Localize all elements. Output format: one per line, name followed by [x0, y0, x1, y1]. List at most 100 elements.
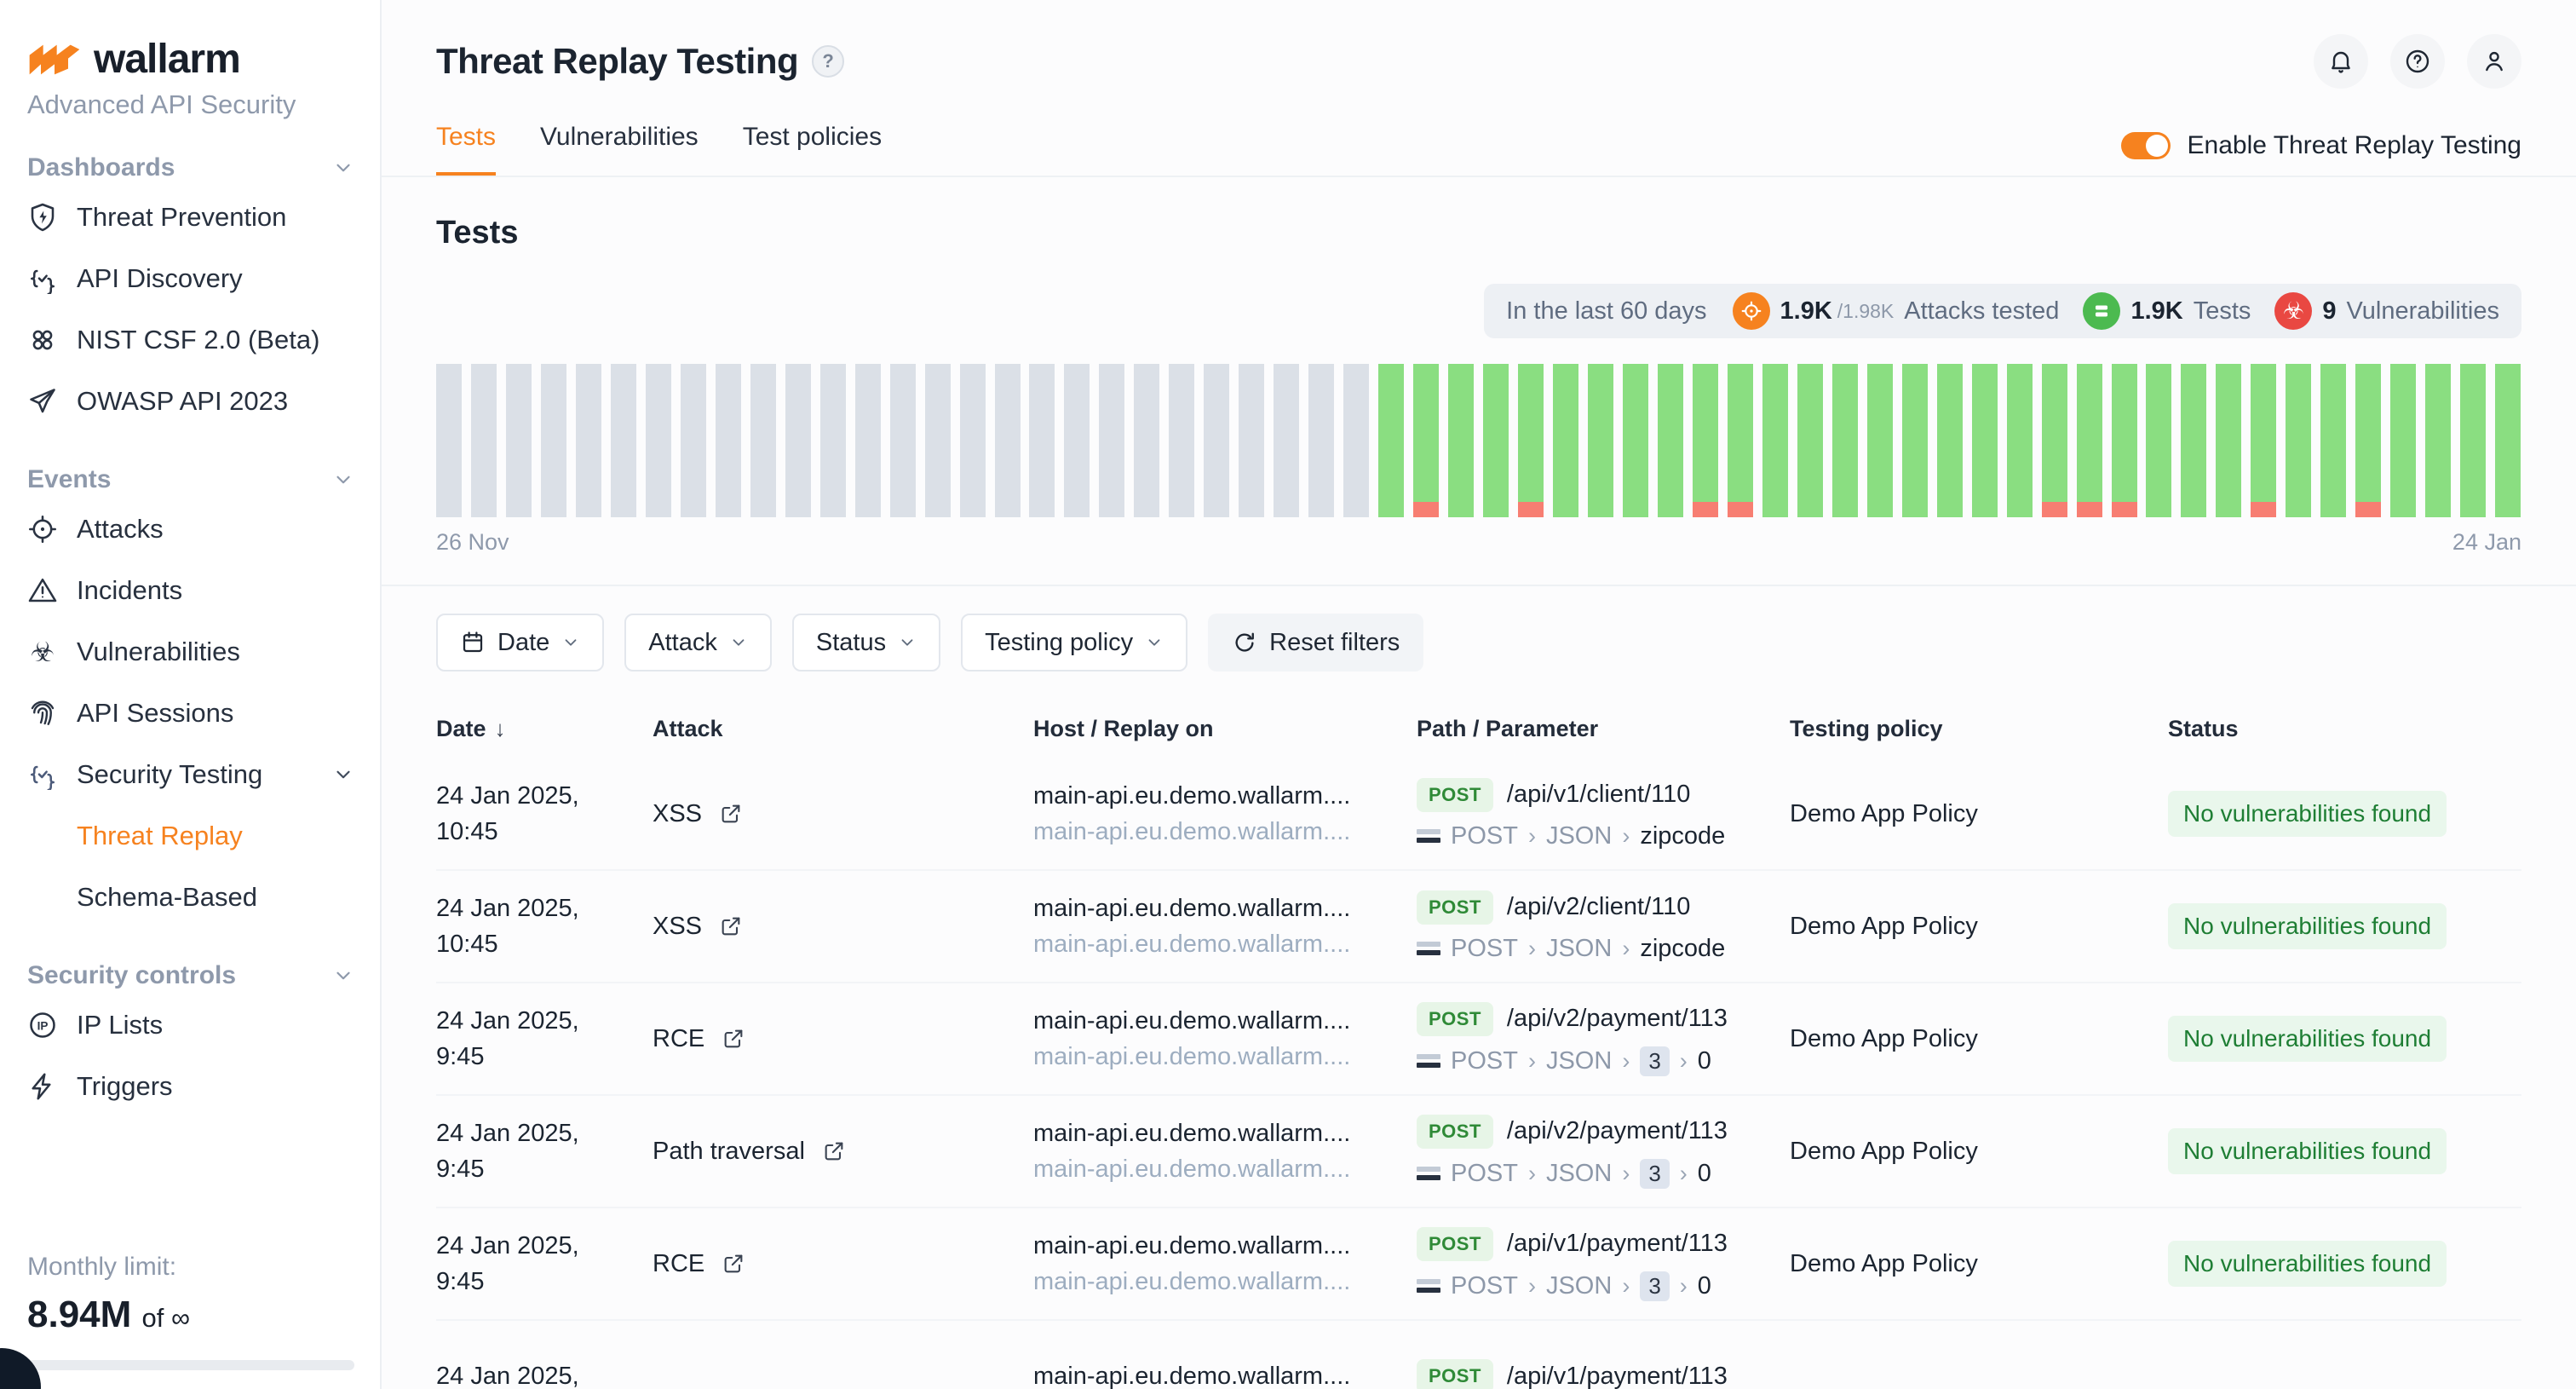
sidebar-section-dashboards[interactable]: Dashboards — [27, 149, 354, 187]
sidebar-item-schema-based[interactable]: Schema-Based — [77, 882, 257, 912]
chart-bar[interactable] — [1343, 364, 1370, 517]
chart-bar[interactable] — [2495, 364, 2521, 517]
chart-bar[interactable] — [2146, 364, 2172, 517]
tab-tests[interactable]: Tests — [436, 123, 497, 176]
enable-threat-replay-toggle[interactable] — [2120, 132, 2171, 159]
chart-bar[interactable] — [2076, 364, 2102, 517]
sidebar-item-ip-lists[interactable]: IP IP Lists — [27, 994, 354, 1056]
chart-bar[interactable] — [1378, 364, 1405, 517]
sidebar-item-attacks[interactable]: Attacks — [27, 499, 354, 560]
chart-bar[interactable] — [1762, 364, 1788, 517]
chart-bar[interactable] — [819, 364, 846, 517]
chart-bar[interactable] — [2425, 364, 2452, 517]
chart-bar[interactable] — [540, 364, 566, 517]
sidebar-item-vulnerabilities[interactable]: ☣ Vulnerabilities — [27, 621, 354, 683]
chart-bar[interactable] — [2041, 364, 2067, 517]
chart-bar[interactable] — [2251, 364, 2277, 517]
sidebar-section-security-controls[interactable]: Security controls — [27, 957, 354, 994]
sidebar-item-triggers[interactable]: Triggers — [27, 1056, 354, 1117]
chart-bar[interactable] — [1831, 364, 1858, 517]
chart-bar[interactable] — [610, 364, 636, 517]
chart-bar[interactable] — [924, 364, 951, 517]
chart-bar[interactable] — [1134, 364, 1160, 517]
chart-bar[interactable] — [854, 364, 881, 517]
sidebar-item-api-sessions[interactable]: API Sessions — [27, 683, 354, 744]
filter-status-button[interactable]: Status — [791, 614, 941, 671]
sidebar-section-events[interactable]: Events — [27, 461, 354, 499]
chart-bar[interactable] — [1657, 364, 1683, 517]
chart-bar[interactable] — [715, 364, 741, 517]
filter-date-button[interactable]: Date — [436, 614, 605, 671]
column-header-path-parameter[interactable]: Path / Parameter — [1417, 715, 1599, 741]
chart-bar[interactable] — [889, 364, 916, 517]
chart-bar[interactable] — [1692, 364, 1718, 517]
chart-bar[interactable] — [645, 364, 671, 517]
column-header-attack[interactable]: Attack — [653, 715, 723, 741]
sidebar-item-incidents[interactable]: Incidents — [27, 560, 354, 621]
chart-bar[interactable] — [1239, 364, 1265, 517]
sidebar-item-nist-csf-2-0-beta[interactable]: NIST CSF 2.0 (Beta) — [27, 309, 354, 371]
sidebar-item-security-testing[interactable]: Security Testing — [27, 744, 354, 805]
column-header-status[interactable]: Status — [2168, 715, 2239, 741]
table-row[interactable]: 24 Jan 2025, 9:45 Path traversal main-api.e… — [436, 1096, 2521, 1208]
title-help-icon[interactable]: ? — [812, 45, 845, 78]
chart-bar[interactable] — [1308, 364, 1335, 517]
column-header-date[interactable]: Date ↓ — [436, 715, 506, 741]
chart-bar[interactable] — [680, 364, 706, 517]
table-row[interactable]: 24 Jan 2025, 10:45 XSS main-api.eu.demo.wal… — [436, 758, 2521, 871]
chart-bar[interactable] — [1169, 364, 1195, 517]
chart-bar[interactable] — [1099, 364, 1125, 517]
chart-bar[interactable] — [994, 364, 1021, 517]
chart-bar[interactable] — [785, 364, 811, 517]
filter-reset-filters-button[interactable]: Reset filters — [1208, 614, 1424, 671]
chart-bar[interactable] — [1587, 364, 1613, 517]
chart-bar[interactable] — [2460, 364, 2487, 517]
filter-attack-button[interactable]: Attack — [624, 614, 772, 671]
table-row[interactable]: 24 Jan 2025, 10:45 XSS main-api.eu.demo.wal… — [436, 871, 2521, 983]
notifications-button[interactable] — [2314, 34, 2368, 89]
column-header-host-replay-on[interactable]: Host / Replay on — [1033, 715, 1214, 741]
external-link-icon[interactable] — [719, 802, 743, 826]
chart-bar[interactable] — [959, 364, 986, 517]
chart-bar[interactable] — [1518, 364, 1544, 517]
sidebar-item-api-discovery[interactable]: API Discovery — [27, 248, 354, 309]
external-link-icon[interactable] — [822, 1139, 846, 1163]
external-link-icon[interactable] — [719, 914, 743, 938]
table-row[interactable]: 24 Jan 2025, main-api.eu.demo.wallarm....… — [436, 1321, 2521, 1389]
chart-bar[interactable] — [750, 364, 776, 517]
table-row[interactable]: 24 Jan 2025, 9:45 RCE main-api.eu.demo.wall… — [436, 1208, 2521, 1321]
tab-test-policies[interactable]: Test policies — [742, 123, 883, 151]
chart-bar[interactable] — [1866, 364, 1893, 517]
chart-bar[interactable] — [2286, 364, 2312, 517]
chart-bar[interactable] — [575, 364, 601, 517]
chart-bar[interactable] — [1553, 364, 1578, 517]
chart-bar[interactable] — [1727, 364, 1753, 517]
sidebar-item-owasp-api-2023[interactable]: OWASP API 2023 — [27, 371, 354, 432]
chart-bar[interactable] — [1029, 364, 1055, 517]
chart-bar[interactable] — [1064, 364, 1090, 517]
table-row[interactable]: 24 Jan 2025, 9:45 RCE main-api.eu.demo.wall… — [436, 983, 2521, 1096]
chart-bar[interactable] — [1413, 364, 1440, 517]
chart-bar[interactable] — [1901, 364, 1928, 517]
sidebar-item-threat-replay[interactable]: Threat Replay — [77, 821, 243, 850]
chart-bar[interactable] — [2390, 364, 2417, 517]
external-link-icon[interactable] — [722, 1252, 745, 1276]
chart-bar[interactable] — [505, 364, 532, 517]
chart-bar[interactable] — [1448, 364, 1475, 517]
chart-bar[interactable] — [2216, 364, 2242, 517]
chart-bar[interactable] — [1936, 364, 1963, 517]
chart-bar[interactable] — [2320, 364, 2347, 517]
external-link-icon[interactable] — [722, 1027, 745, 1051]
sidebar-item-threat-prevention[interactable]: Threat Prevention — [27, 187, 354, 248]
profile-button[interactable] — [2467, 34, 2521, 89]
chart-bar[interactable] — [2355, 364, 2382, 517]
chart-bar[interactable] — [470, 364, 497, 517]
chart-bar[interactable] — [1622, 364, 1648, 517]
chart-bar[interactable] — [436, 364, 462, 517]
chart-bar[interactable] — [1274, 364, 1300, 517]
chart-bar[interactable] — [2006, 364, 2033, 517]
chart-bar[interactable] — [2111, 364, 2137, 517]
tab-vulnerabilities[interactable]: Vulnerabilities — [540, 123, 699, 151]
chart-bar[interactable] — [1204, 364, 1230, 517]
chart-bar[interactable] — [1797, 364, 1823, 517]
